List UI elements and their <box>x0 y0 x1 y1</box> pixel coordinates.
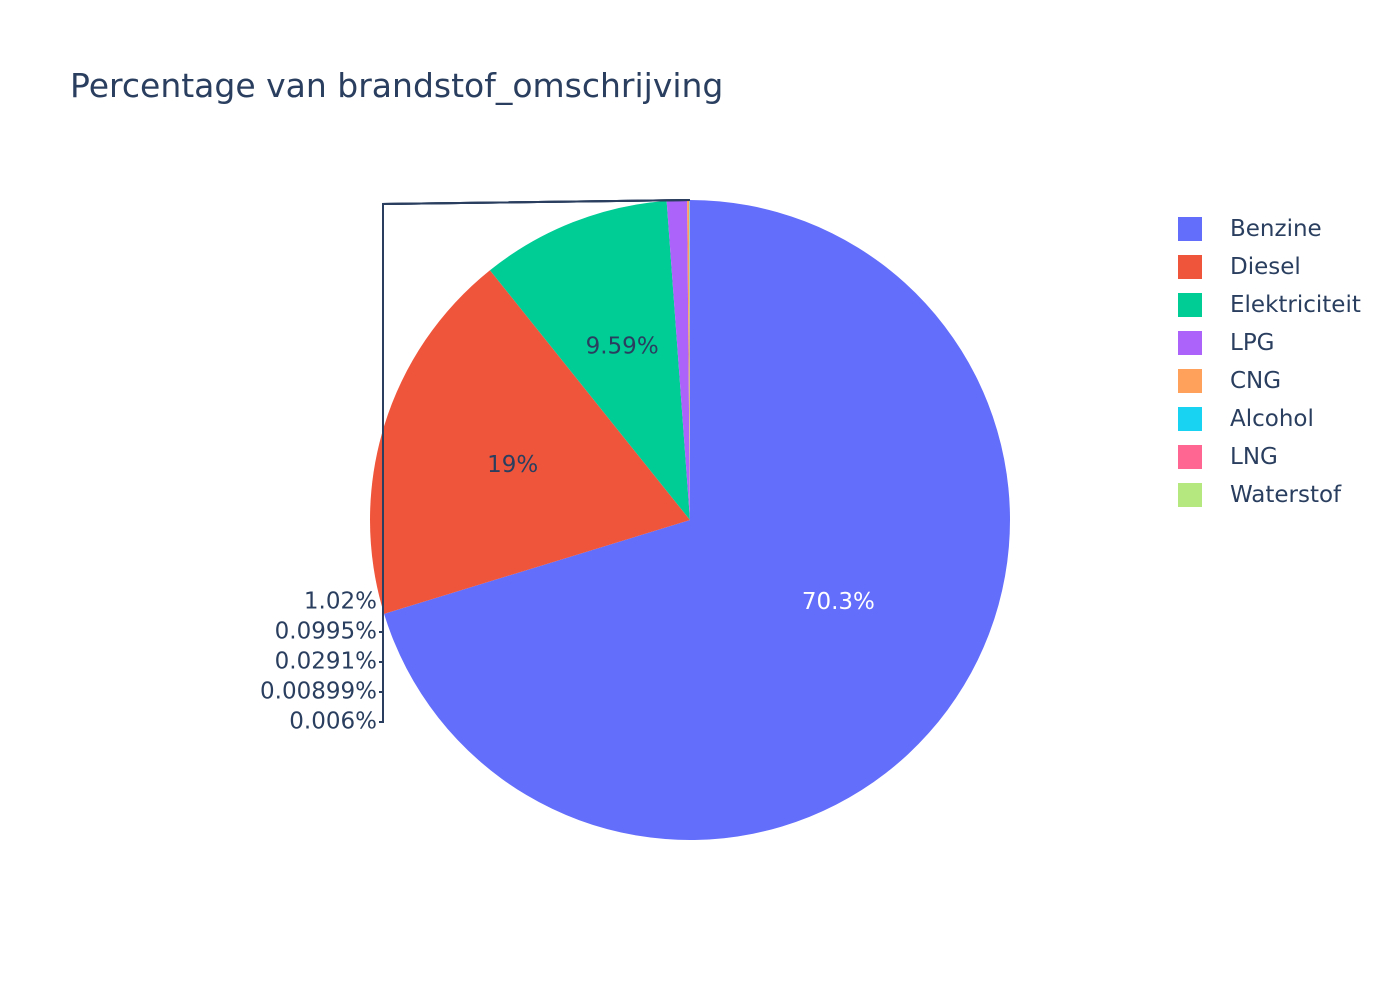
pie-slice-diesel[interactable] <box>370 270 690 614</box>
slice-label-diesel: 19% <box>487 452 538 478</box>
pie-slice-benzine[interactable] <box>384 200 1010 840</box>
slice-label-lpg: 1.02% <box>304 589 377 615</box>
pie-slice-lpg[interactable] <box>666 200 690 521</box>
slice-label-waterstof: 0.006% <box>289 709 377 735</box>
legend-swatch <box>1178 255 1202 279</box>
slice-label-elektriciteit: 9.59% <box>586 334 659 360</box>
legend: Benzine Diesel Elektriciteit LPG CNG Alcohol L… <box>1178 210 1361 514</box>
chart-title: Percentage van brandstof_omschrijving <box>70 66 724 105</box>
slice-label-cng: 0.0995% <box>275 619 377 645</box>
legend-label: LPG <box>1230 330 1275 356</box>
legend-swatch <box>1178 331 1202 355</box>
legend-item-waterstof[interactable]: Waterstof <box>1178 476 1361 514</box>
legend-swatch <box>1178 293 1202 317</box>
slice-label-alcohol: 0.0291% <box>275 649 377 675</box>
legend-item-elektriciteit[interactable]: Elektriciteit <box>1178 286 1361 324</box>
legend-item-cng[interactable]: CNG <box>1178 362 1361 400</box>
pie-slice-alcohol[interactable] <box>689 200 690 521</box>
legend-label: Alcohol <box>1230 406 1314 432</box>
legend-swatch <box>1178 369 1202 393</box>
legend-swatch <box>1178 483 1202 507</box>
legend-label: Waterstof <box>1230 482 1342 508</box>
legend-label: Benzine <box>1230 216 1322 242</box>
legend-swatch <box>1178 445 1202 469</box>
legend-label: LNG <box>1230 444 1278 470</box>
legend-item-diesel[interactable]: Diesel <box>1178 248 1361 286</box>
slice-label-benzine: 70.3% <box>802 589 875 615</box>
pie-slice-cng[interactable] <box>687 200 690 520</box>
legend-item-benzine[interactable]: Benzine <box>1178 210 1361 248</box>
legend-label: CNG <box>1230 368 1282 394</box>
legend-swatch <box>1178 217 1202 241</box>
legend-label: Diesel <box>1230 254 1301 280</box>
legend-item-alcohol[interactable]: Alcohol <box>1178 400 1361 438</box>
leader-line-waterstof <box>379 199 690 723</box>
legend-swatch <box>1178 407 1202 431</box>
legend-item-lng[interactable]: LNG <box>1178 438 1361 476</box>
pie-slice-elektriciteit[interactable] <box>489 200 690 520</box>
slice-label-lng: 0.00899% <box>260 679 377 705</box>
legend-label: Elektriciteit <box>1230 292 1361 318</box>
legend-item-lpg[interactable]: LPG <box>1178 324 1361 362</box>
